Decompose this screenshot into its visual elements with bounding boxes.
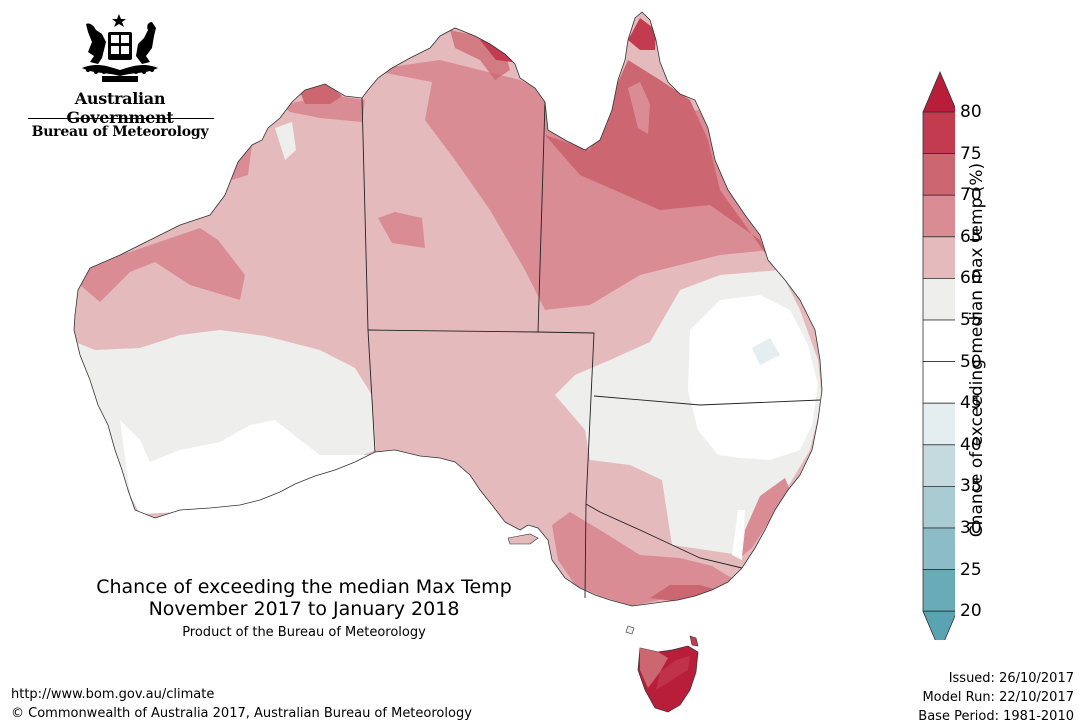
climate-url-link[interactable]: http://www.bom.gov.au/climate xyxy=(11,687,215,702)
coat-of-arms-icon xyxy=(82,14,158,82)
map-title-block: Chance of exceeding the median Max Temp … xyxy=(40,576,568,643)
legend-bin-55-60 xyxy=(922,277,955,321)
legend-bin-75-80 xyxy=(922,111,955,154)
legend-bin-45-50 xyxy=(922,361,955,404)
issue-info: Issued: 26/10/2017 Model Run: 22/10/2017… xyxy=(918,669,1074,726)
legend-bin-60-65 xyxy=(922,236,955,279)
legend-colorbar xyxy=(922,70,955,640)
base-period: Base Period: 1981-2010 xyxy=(918,709,1074,724)
legend-tick-label: 70 xyxy=(960,185,982,206)
copyright-notice: © Commonwealth of Australia 2017, Austra… xyxy=(11,706,472,721)
legend: 80 75 70 65 60 55 50 45 40 35 30 25 20 Chance of exc… xyxy=(905,60,1085,640)
legend-tick-label: 60 xyxy=(960,268,982,289)
bureau-name: Bureau of Meteorology xyxy=(31,124,209,140)
legend-tick-label: 30 xyxy=(960,518,982,538)
model-run-date: Model Run: 22/10/2017 xyxy=(922,690,1074,705)
legend-bin-20-25 xyxy=(922,569,955,612)
legend-tick-label: 80 xyxy=(960,102,982,122)
legend-tick-label: 20 xyxy=(960,601,982,622)
government-name: Australian Government xyxy=(66,89,174,127)
legend-tick-label: 35 xyxy=(960,476,982,497)
legend-tick-label: 25 xyxy=(960,559,982,580)
legend-upper-arrow xyxy=(922,70,955,113)
legend-bin-65-70 xyxy=(922,194,955,238)
state-borders xyxy=(361,97,821,599)
logo-divider xyxy=(28,118,214,119)
legend-tick-label: 55 xyxy=(960,310,982,330)
legend-tick-label: 45 xyxy=(960,393,982,414)
legend-title: Chance of exceeding median max temp (%) xyxy=(967,162,987,538)
legend-bin-35-40 xyxy=(922,444,955,487)
legend-tick-label: 65 xyxy=(960,226,982,247)
legend-bin-30-35 xyxy=(922,485,955,529)
legend-bin-50-55 xyxy=(922,319,955,362)
legend-tick-label: 40 xyxy=(960,434,982,455)
legend-tick-label: 50 xyxy=(960,351,982,372)
bom-logo: Australian Government Bureau of Meteorol… xyxy=(20,8,220,143)
map-title: Chance of exceeding the median Max Temp xyxy=(96,576,512,598)
legend-bin-40-45 xyxy=(922,402,955,446)
issued-date: Issued: 26/10/2017 xyxy=(948,671,1074,686)
map-product-credit: Product of the Bureau of Meteorology xyxy=(182,625,426,640)
legend-bin-70-75 xyxy=(922,153,955,196)
legend-tick-label: 75 xyxy=(960,143,982,164)
australia-map xyxy=(73,11,823,713)
legend-lower-arrow xyxy=(922,610,955,640)
map-period: November 2017 to January 2018 xyxy=(148,598,460,620)
legend-bin-25-30 xyxy=(922,527,955,570)
